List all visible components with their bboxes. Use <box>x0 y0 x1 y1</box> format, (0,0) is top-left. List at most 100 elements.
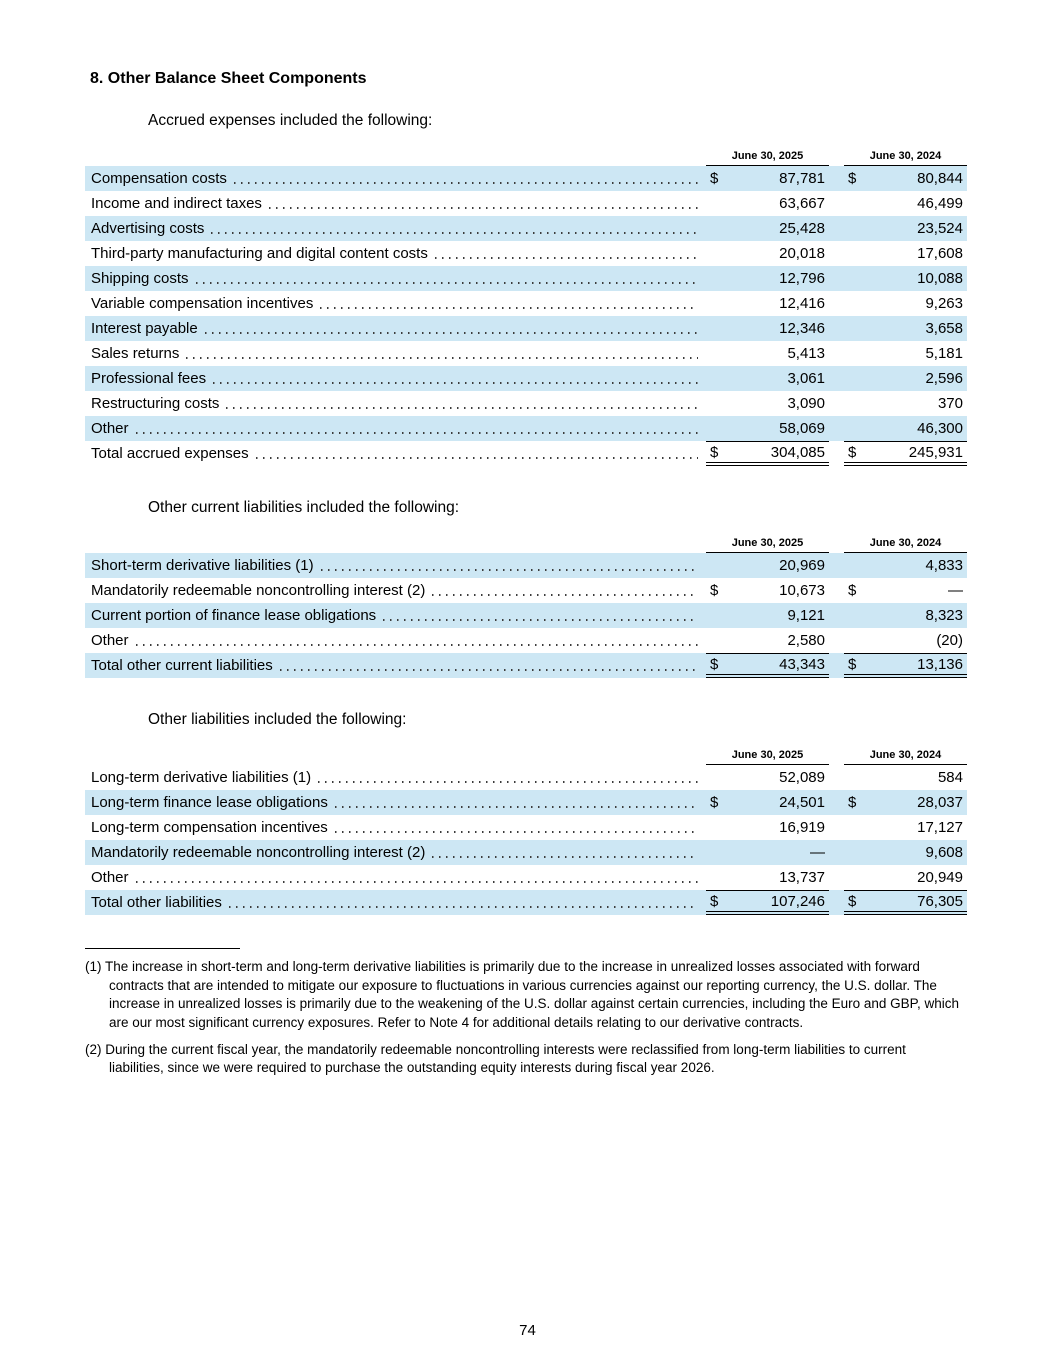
value-cell-2025: 9,121 <box>706 603 829 628</box>
value-2024: (20) <box>936 632 963 649</box>
value-cell-2024: 584 <box>844 765 967 790</box>
dot-leader <box>211 232 698 234</box>
value-cell-2025: 3,061 <box>706 366 829 391</box>
table-row: Compensation costs $87,781 $80,844 <box>85 166 967 191</box>
column-gap <box>829 765 844 790</box>
col-header-2024: June 30, 2024 <box>844 143 967 166</box>
value-2024: 17,608 <box>917 245 963 262</box>
dollar-sign: $ <box>710 794 719 811</box>
row-label-cell: Other <box>85 865 706 890</box>
row-label: Long-term derivative liabilities (1) <box>91 769 312 786</box>
row-label: Total other liabilities <box>91 894 222 911</box>
column-gap <box>829 266 844 291</box>
value-2025: 107,246 <box>770 892 825 910</box>
row-label: Long-term compensation incentives <box>91 819 328 836</box>
row-label-cell: Variable compensation incentives <box>85 291 706 316</box>
table-row: Professional fees 3,061 2,596 <box>85 366 967 391</box>
value-2024: 9,263 <box>925 295 963 312</box>
value-cell-2024: 5,181 <box>844 341 967 366</box>
value-cell-2025: 13,737 <box>706 865 829 890</box>
value-2025: 304,085 <box>770 443 825 461</box>
table-row: Total other liabilities $107,246 $76,305 <box>85 890 967 915</box>
col-header-2025: June 30, 2025 <box>706 742 829 765</box>
footnote-marker: (2) <box>85 1041 102 1057</box>
value-2025: 12,346 <box>779 320 825 337</box>
value-cell-2025: 3,090 <box>706 391 829 416</box>
value-cell-2025: 58,069 <box>706 416 829 441</box>
page-number: 74 <box>519 1322 536 1339</box>
value-cell-2025: $10,673 <box>706 578 829 603</box>
table-row: Advertising costs 25,428 23,524 <box>85 216 967 241</box>
table-row: Mandatorily redeemable noncontrolling in… <box>85 840 967 865</box>
value-2024: 20,949 <box>917 869 963 886</box>
accrued-expenses-intro: Accrued expenses included the following: <box>148 112 433 129</box>
value-2024: 4,833 <box>925 557 963 574</box>
row-label: Third-party manufacturing and digital co… <box>91 245 428 262</box>
value-cell-2024: $28,037 <box>844 790 967 815</box>
footnote-1: (1) The increase in short-term and long-… <box>85 958 963 1033</box>
table-row: Income and indirect taxes 63,667 46,499 <box>85 191 967 216</box>
other-liabilities-intro: Other liabilities included the following… <box>148 711 407 728</box>
col-header-2025: June 30, 2025 <box>706 530 829 553</box>
col-header-2025: June 30, 2025 <box>706 143 829 166</box>
column-gap <box>829 291 844 316</box>
table-row: Other 13,737 20,949 <box>85 865 967 890</box>
footnote-text: The increase in short-term and long-term… <box>105 959 959 1030</box>
row-label-cell: Advertising costs <box>85 216 706 241</box>
dollar-sign: $ <box>710 582 719 599</box>
value-cell-2025: 63,667 <box>706 191 829 216</box>
value-2024: 245,931 <box>908 443 963 461</box>
column-gap <box>829 391 844 416</box>
value-2025: 9,121 <box>787 607 825 624</box>
value-cell-2024: 46,300 <box>844 416 967 441</box>
row-label: Other <box>91 869 129 886</box>
column-gap <box>829 366 844 391</box>
table-row: Variable compensation incentives 12,416 9,… <box>85 291 967 316</box>
value-cell-2025: — <box>706 840 829 865</box>
row-label: Interest payable <box>91 320 198 337</box>
dot-leader <box>213 382 698 384</box>
dollar-sign: $ <box>710 443 719 461</box>
value-2024: 370 <box>937 395 963 412</box>
row-label-cell: Other <box>85 416 706 441</box>
dot-leader <box>334 806 698 808</box>
value-2025: 10,673 <box>779 582 825 599</box>
value-2024: 584 <box>937 769 963 786</box>
table-row: Total other current liabilities $43,343 $1… <box>85 653 967 678</box>
row-label-cell: Long-term finance lease obligations <box>85 790 706 815</box>
column-gap <box>829 416 844 441</box>
row-label: Current portion of finance lease obligat… <box>91 607 377 624</box>
row-label-cell: Mandatorily redeemable noncontrolling in… <box>85 578 706 603</box>
table-row: Restructuring costs 3,090 370 <box>85 391 967 416</box>
row-label-cell: Total other liabilities <box>85 890 706 915</box>
value-2025: 43,343 <box>779 655 825 673</box>
row-label-cell: Short-term derivative liabilities (1) <box>85 553 706 578</box>
col-header-2024: June 30, 2024 <box>844 742 967 765</box>
table-row: Short-term derivative liabilities (1) 20,… <box>85 553 967 578</box>
value-2025: 58,069 <box>779 420 825 437</box>
value-2024: 46,499 <box>917 195 963 212</box>
dollar-sign: $ <box>848 170 857 187</box>
value-cell-2025: 5,413 <box>706 341 829 366</box>
column-gap <box>829 316 844 341</box>
value-2025: 24,501 <box>779 794 825 811</box>
column-gap <box>829 191 844 216</box>
row-label: Long-term finance lease obligations <box>91 794 328 811</box>
value-2025: 20,969 <box>779 557 825 574</box>
row-label: Professional fees <box>91 370 207 387</box>
value-2025: 2,580 <box>787 632 825 649</box>
row-label-cell: Income and indirect taxes <box>85 191 706 216</box>
value-cell-2025: 25,428 <box>706 216 829 241</box>
row-label-cell: Long-term derivative liabilities (1) <box>85 765 706 790</box>
table-row: Long-term finance lease obligations $24,5… <box>85 790 967 815</box>
value-cell-2024: 370 <box>844 391 967 416</box>
value-cell-2024: (20) <box>844 628 967 653</box>
dot-leader <box>320 307 698 309</box>
value-cell-2024: 3,658 <box>844 316 967 341</box>
table-row: Other 58,069 46,300 <box>85 416 967 441</box>
dot-leader <box>279 669 698 671</box>
dot-leader <box>226 407 698 409</box>
row-label: Income and indirect taxes <box>91 195 262 212</box>
row-label: Total other current liabilities <box>91 657 273 674</box>
